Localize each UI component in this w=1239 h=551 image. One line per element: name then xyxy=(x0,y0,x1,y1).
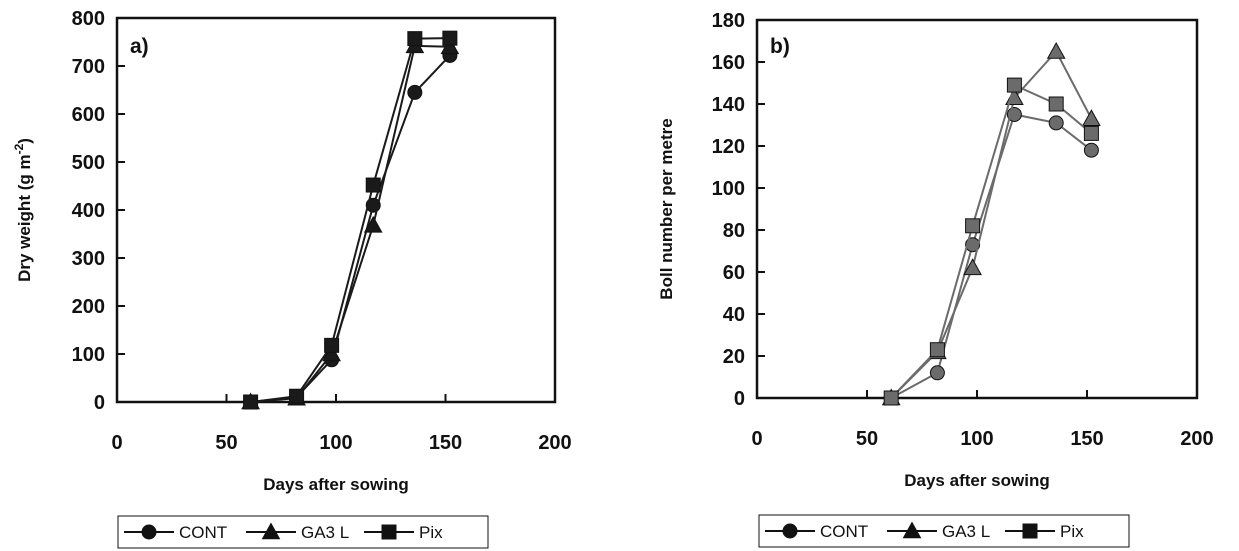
legend-marker xyxy=(782,523,798,539)
x-tick-label: 100 xyxy=(319,432,352,454)
data-point xyxy=(1046,41,1066,59)
y-tick-label: 600 xyxy=(72,104,105,126)
legend-entry: Pix xyxy=(1005,522,1084,541)
data-point xyxy=(407,31,423,47)
series-line xyxy=(250,54,451,403)
data-point xyxy=(929,342,945,358)
data-point xyxy=(883,390,899,406)
y-axis-title: Boll number per metre xyxy=(657,118,676,299)
legend-entry: CONT xyxy=(765,522,868,541)
y-tick-label: 20 xyxy=(723,346,745,368)
data-point xyxy=(365,177,381,193)
legend-entry: Pix xyxy=(364,523,443,542)
data-point xyxy=(243,394,259,410)
legend-label: GA3 L xyxy=(942,522,990,541)
y-tick-label: 180 xyxy=(712,10,745,32)
legend-marker xyxy=(261,522,281,540)
data-point xyxy=(1048,115,1064,131)
x-axis-title: Days after sowing xyxy=(904,471,1050,490)
chart-panel-b: 0 50 100 150 200 0 20 40 60 80 100 120 140 160 180 Days… xyxy=(657,10,1214,548)
panel-label: b) xyxy=(770,35,790,58)
data-point xyxy=(1082,109,1101,126)
data-point xyxy=(363,215,383,233)
legend-marker xyxy=(381,524,397,540)
series-line xyxy=(890,83,1093,399)
legend-label: Pix xyxy=(419,523,443,542)
chart-panel-a: 0 50 100 150 200 0 100 200 300 400 500 600 700 800 Day… xyxy=(12,8,572,549)
x-tick-label: 50 xyxy=(856,428,878,450)
panel-label: a) xyxy=(130,35,149,58)
y-tick-label: 700 xyxy=(72,56,105,78)
data-point xyxy=(407,84,423,100)
legend-box xyxy=(758,514,1130,548)
x-tick-label: 0 xyxy=(751,428,762,450)
series-cont xyxy=(883,107,1099,406)
x-axis-title: Days after sowing xyxy=(263,475,409,494)
legend-box xyxy=(117,515,489,549)
data-point xyxy=(1083,142,1099,158)
y-tick-label: 300 xyxy=(72,248,105,270)
series-cont xyxy=(243,47,458,410)
legend-marker xyxy=(1022,523,1038,539)
y-tick-label: 0 xyxy=(94,392,105,414)
y-axis-title: Dry weight (g m-2) xyxy=(12,138,34,282)
legend: CONT GA3 L Pix xyxy=(117,515,489,549)
legend-marker xyxy=(141,524,157,540)
y-tick-label: 500 xyxy=(72,152,105,174)
legend-label: GA3 L xyxy=(301,523,349,542)
series-ga3-l xyxy=(881,41,1101,406)
x-tick-label: 150 xyxy=(429,432,462,454)
y-tick-label: 40 xyxy=(723,304,745,326)
y-tick-label: 140 xyxy=(712,94,745,116)
legend-entry: CONT xyxy=(124,523,227,542)
y-tick-label: 800 xyxy=(72,8,105,30)
data-point xyxy=(1083,125,1099,141)
series-line xyxy=(890,49,1093,399)
data-point xyxy=(324,337,340,353)
y-tick-label: 60 xyxy=(723,262,745,284)
data-point xyxy=(1048,96,1064,112)
x-tick-label: 200 xyxy=(538,432,571,454)
legend-entry: GA3 L xyxy=(887,521,990,541)
y-tick-label: 200 xyxy=(72,296,105,318)
legend-entry: GA3 L xyxy=(246,522,349,542)
y-tick-label: 400 xyxy=(72,200,105,222)
x-tick-label: 100 xyxy=(960,428,993,450)
series-pix xyxy=(243,30,458,410)
legend-label: CONT xyxy=(820,522,868,541)
data-point xyxy=(289,388,305,404)
x-tick-label: 50 xyxy=(215,432,237,454)
legend-marker xyxy=(902,521,922,539)
data-point xyxy=(442,30,458,46)
series-line xyxy=(890,113,1093,399)
x-tick-label: 0 xyxy=(111,432,122,454)
legend: CONT GA3 L Pix xyxy=(758,514,1130,548)
series-ga3-l xyxy=(241,36,460,410)
x-tick-label: 200 xyxy=(1180,428,1213,450)
series-line xyxy=(250,44,450,403)
data-point xyxy=(929,365,945,381)
y-tick-label: 100 xyxy=(72,344,105,366)
y-tick-label: 120 xyxy=(712,136,745,158)
legend-label: Pix xyxy=(1060,522,1084,541)
legend-label: CONT xyxy=(179,523,227,542)
data-point xyxy=(440,37,460,55)
data-point xyxy=(963,258,982,276)
data-point xyxy=(965,218,981,234)
x-tick-label: 150 xyxy=(1070,428,1103,450)
series-pix xyxy=(883,77,1099,406)
y-tick-label: 80 xyxy=(723,220,745,242)
y-tick-label: 0 xyxy=(734,388,745,410)
data-point xyxy=(1006,77,1022,93)
y-tick-label: 100 xyxy=(712,178,745,200)
y-tick-label: 160 xyxy=(712,52,745,74)
